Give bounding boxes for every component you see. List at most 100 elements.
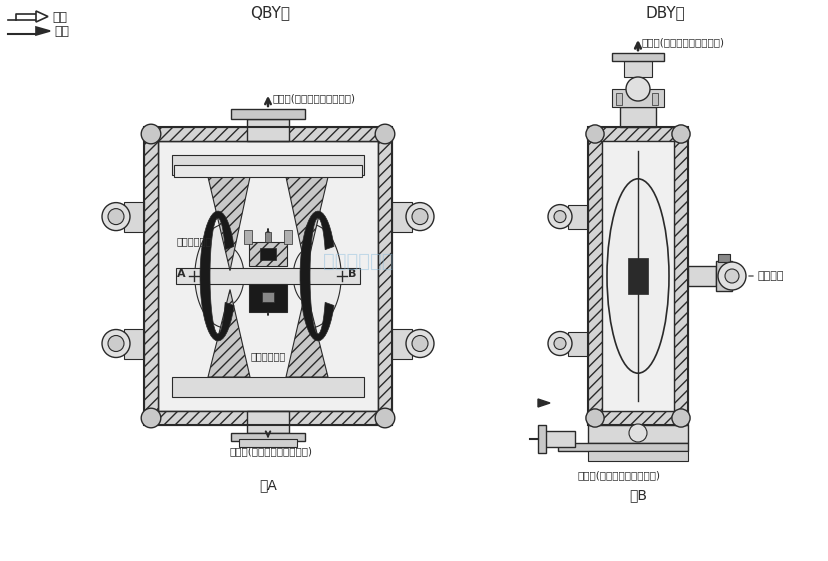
Ellipse shape <box>606 179 668 373</box>
Circle shape <box>141 124 161 144</box>
Bar <box>673 141 687 411</box>
Circle shape <box>628 424 646 442</box>
Bar <box>587 425 687 443</box>
Bar <box>567 332 587 356</box>
Polygon shape <box>36 11 48 22</box>
Bar <box>144 127 392 141</box>
Bar <box>124 329 144 358</box>
Bar <box>174 165 362 177</box>
Bar <box>284 230 291 244</box>
Bar <box>262 292 274 302</box>
Bar <box>247 411 289 433</box>
Circle shape <box>102 203 130 231</box>
Text: 压缩空气进口: 压缩空气进口 <box>250 351 286 361</box>
Bar <box>144 411 392 425</box>
Circle shape <box>724 269 738 283</box>
Bar <box>615 93 621 105</box>
Circle shape <box>585 125 604 143</box>
Polygon shape <box>208 177 250 270</box>
Text: B: B <box>347 269 355 279</box>
Bar <box>243 230 252 244</box>
Polygon shape <box>200 211 233 341</box>
Bar <box>651 93 657 105</box>
Bar <box>628 258 647 294</box>
Polygon shape <box>537 399 549 407</box>
Bar <box>557 443 687 451</box>
Circle shape <box>412 209 427 224</box>
Text: 永嘉龙洋泵阀: 永嘉龙洋泵阀 <box>322 251 392 270</box>
Text: 气流: 气流 <box>52 11 67 24</box>
Bar <box>176 268 359 284</box>
Bar <box>587 141 601 411</box>
Bar <box>171 155 363 175</box>
Text: A: A <box>177 269 185 279</box>
Bar <box>378 141 392 411</box>
Bar <box>392 201 412 232</box>
Bar <box>715 261 731 291</box>
Circle shape <box>108 335 124 352</box>
Circle shape <box>102 329 130 357</box>
Circle shape <box>108 209 124 224</box>
Bar <box>231 433 305 441</box>
Bar <box>124 201 144 232</box>
Bar <box>587 127 687 425</box>
Bar <box>587 127 687 141</box>
Text: QBY型: QBY型 <box>250 6 290 21</box>
Text: 液流: 液流 <box>54 25 69 38</box>
Text: 泵出口(螺纹联接或法兰联接): 泵出口(螺纹联接或法兰联接) <box>641 37 724 47</box>
Bar <box>265 232 271 242</box>
Polygon shape <box>293 224 341 328</box>
Bar <box>231 109 305 119</box>
Bar <box>542 431 575 447</box>
Circle shape <box>375 408 394 428</box>
Circle shape <box>625 77 649 101</box>
Text: 压缩空气出口: 压缩空气出口 <box>177 236 212 246</box>
Bar <box>587 451 687 461</box>
Bar <box>260 248 276 260</box>
Bar <box>611 89 663 107</box>
Bar <box>144 141 158 411</box>
Circle shape <box>717 262 745 290</box>
Polygon shape <box>300 211 334 341</box>
Bar <box>567 205 587 228</box>
Bar <box>619 107 655 127</box>
Polygon shape <box>195 224 243 328</box>
Bar <box>248 242 286 266</box>
Text: 连杆机构: 连杆机构 <box>757 271 783 281</box>
Circle shape <box>547 332 571 356</box>
Bar <box>611 53 663 61</box>
Polygon shape <box>286 177 328 270</box>
Text: 泵进口(螺纹联接或法兰联接): 泵进口(螺纹联接或法兰联接) <box>229 446 312 456</box>
Circle shape <box>406 329 434 357</box>
Text: 泵出口(螺纹联接或法兰联接): 泵出口(螺纹联接或法兰联接) <box>272 93 355 103</box>
Bar <box>171 377 363 397</box>
Circle shape <box>547 205 571 228</box>
Bar <box>238 439 296 447</box>
Bar <box>248 284 286 312</box>
Bar <box>601 141 673 411</box>
Bar <box>144 127 392 425</box>
Bar <box>623 61 651 77</box>
Text: DBY型: DBY型 <box>644 6 684 21</box>
Circle shape <box>585 409 604 427</box>
Bar <box>247 119 289 141</box>
Text: 图A: 图A <box>258 478 277 492</box>
Bar <box>392 329 412 358</box>
Bar <box>687 266 715 286</box>
Bar <box>587 411 687 425</box>
Circle shape <box>553 338 566 350</box>
Polygon shape <box>36 27 50 35</box>
Circle shape <box>406 203 434 231</box>
Text: 图B: 图B <box>628 488 646 502</box>
Circle shape <box>141 408 161 428</box>
Circle shape <box>375 124 394 144</box>
Text: 泵进口(螺纹联接或法兰联接): 泵进口(螺纹联接或法兰联接) <box>577 470 660 480</box>
Circle shape <box>671 409 689 427</box>
Circle shape <box>553 210 566 223</box>
Circle shape <box>412 335 427 352</box>
Bar <box>158 141 378 411</box>
Circle shape <box>671 125 689 143</box>
Bar <box>537 425 546 453</box>
Bar <box>158 141 378 411</box>
Polygon shape <box>286 289 328 377</box>
